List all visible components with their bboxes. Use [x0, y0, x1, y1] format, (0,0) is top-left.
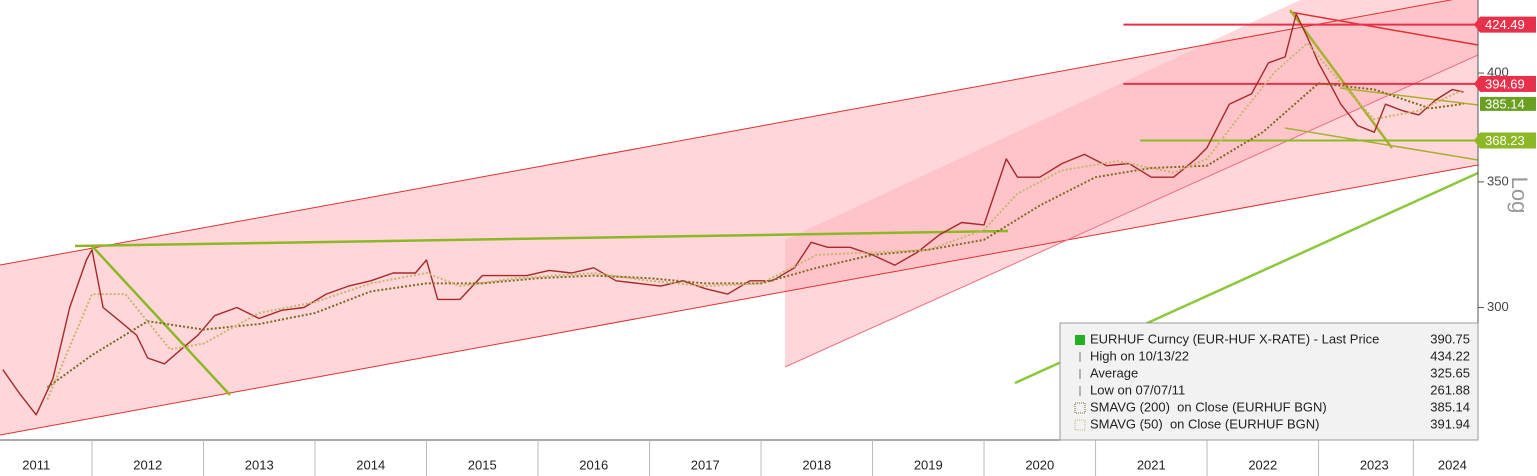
axes: 300 350 400 2011 2012 2013 2014 2015 2016 2017 201… [22, 64, 1509, 476]
x-tick-label: 2018 [802, 457, 831, 472]
price-tag [1480, 16, 1536, 33]
price-tag-label: 394.69 [1485, 76, 1525, 91]
series-line [46, 42, 1464, 400]
legend-label: High on 10/13/22 [1090, 348, 1189, 363]
legend-value: 325.65 [1430, 365, 1470, 380]
price-tag-label: 368.23 [1485, 133, 1525, 148]
y-tick-label: 300 [1487, 299, 1509, 314]
price-tag [1480, 132, 1536, 149]
trend-line [74, 229, 1009, 248]
price-tags: 424.49 394.69 368.23 385.14 [1474, 16, 1536, 149]
plot-area [2, 13, 1478, 416]
price-tag-label: 424.49 [1485, 17, 1525, 32]
trend-line [1284, 127, 1479, 161]
x-tick-label: 2017 [691, 457, 720, 472]
price-tag-label: 385.14 [1485, 96, 1525, 111]
x-tick-label: 2016 [579, 457, 608, 472]
x-axis-bg [0, 440, 1478, 476]
channel-line [0, 164, 1479, 436]
legend-swatch [1074, 419, 1086, 431]
x-tick-label: 2023 [1360, 457, 1389, 472]
legend-label: SMAVG (200) on Close (EURHUF BGN) [1090, 399, 1327, 414]
legend-value: 390.75 [1430, 331, 1470, 346]
channel-fill-inner [785, 0, 1478, 367]
x-tick-label: 2021 [1137, 457, 1166, 472]
legend-swatch [1075, 335, 1085, 345]
price-tag-arrow [1474, 75, 1480, 92]
legend-label: SMAVG (50) on Close (EURHUF BGN) [1090, 416, 1319, 431]
series-line [2, 13, 1464, 416]
channel-line [0, 0, 1454, 266]
legend-value: 434.22 [1430, 348, 1470, 363]
trend-line [1289, 11, 1479, 46]
price-tag [1480, 96, 1536, 111]
x-tick-label: 2014 [356, 457, 385, 472]
price-tag-arrow [1474, 132, 1480, 149]
x-tick-label: 2015 [468, 457, 497, 472]
legend-label: EURHUF Curncy (EUR-HUF X-RATE) - Last Pr… [1090, 331, 1379, 346]
scale-label: Log [1507, 177, 1532, 214]
x-tick-label: 2024 [1438, 457, 1467, 472]
series-line [46, 82, 1464, 389]
x-tick-label: 2011 [22, 457, 50, 472]
legend: EURHUF Curncy (EUR-HUF X-RATE) - Last Pr… [1059, 322, 1479, 441]
x-tick-label: 2012 [133, 457, 162, 472]
x-tick-label: 2013 [245, 457, 274, 472]
price-tag-arrow [1474, 16, 1480, 33]
trend-line [91, 245, 231, 396]
legend-value: 391.94 [1430, 416, 1470, 431]
legend-label: Average [1090, 365, 1138, 380]
y-tick-label: 350 [1487, 173, 1509, 188]
legend-value: 385.14 [1430, 399, 1470, 414]
legend-swatch [1074, 402, 1086, 414]
x-tick-label: 2020 [1025, 457, 1054, 472]
price-tag [1480, 75, 1536, 92]
legend-label: Low on 07/07/11 [1090, 382, 1185, 397]
x-tick-label: 2022 [1248, 457, 1277, 472]
x-tick-label: 2019 [914, 457, 943, 472]
y-tick-label: 400 [1487, 64, 1509, 79]
legend-value: 261.88 [1430, 382, 1470, 397]
legend-box [1059, 322, 1479, 441]
trend-line [1288, 9, 1394, 149]
trend-line [1339, 87, 1479, 106]
